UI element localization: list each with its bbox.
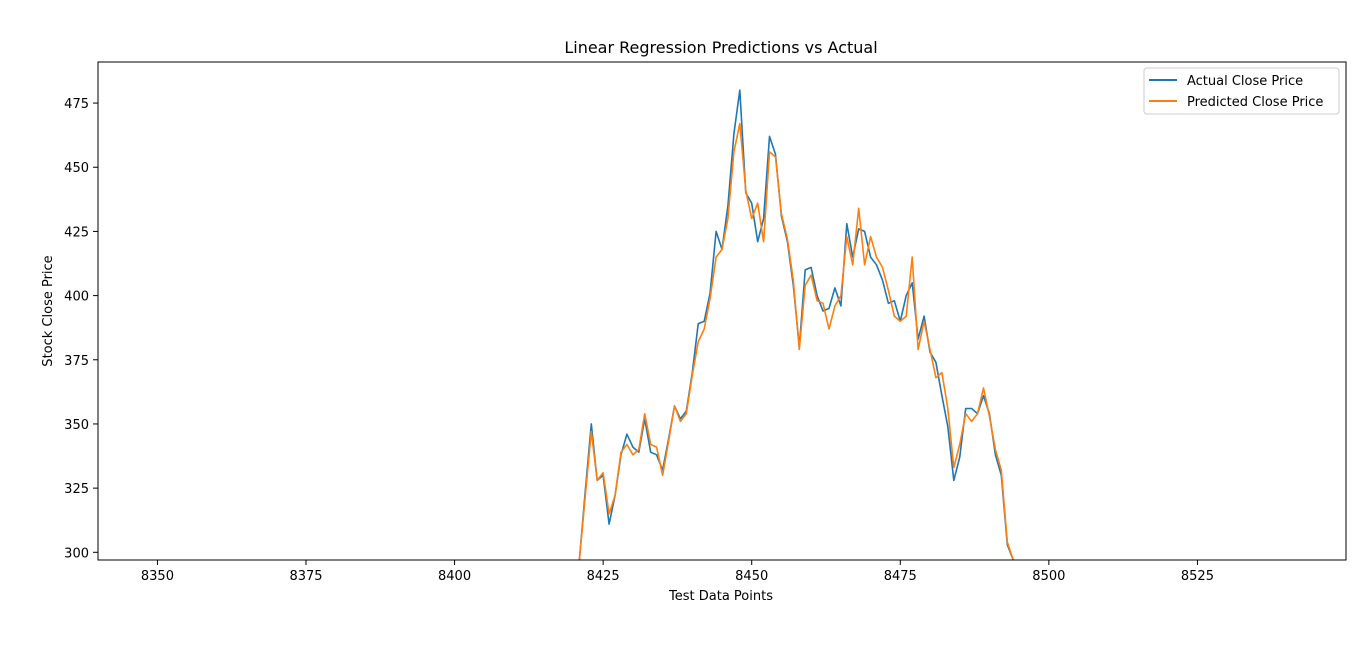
x-tick-label: 8475 bbox=[884, 569, 917, 584]
x-tick-label: 8450 bbox=[735, 569, 768, 584]
legend-label-predicted: Predicted Close Price bbox=[1187, 95, 1323, 110]
x-tick-label: 8425 bbox=[587, 569, 620, 584]
plot-frame bbox=[97, 61, 1347, 561]
y-tick-label: 400 bbox=[64, 290, 89, 305]
legend-box bbox=[1143, 67, 1340, 115]
y-axis-label: Stock Close Price bbox=[41, 255, 56, 366]
y-axis-ticks: 300 325 350 375 400 425 450 475 bbox=[64, 97, 98, 561]
x-axis-label: Test Data Points bbox=[668, 589, 773, 604]
y-tick-label: 325 bbox=[64, 482, 89, 497]
y-tick-label: 450 bbox=[64, 161, 89, 176]
legend: Actual Close Price Predicted Close Price bbox=[1143, 67, 1340, 115]
chart-title: Linear Regression Predictions vs Actual bbox=[564, 38, 877, 57]
legend-label-actual: Actual Close Price bbox=[1187, 74, 1303, 89]
y-tick-label: 475 bbox=[64, 97, 89, 112]
series-layer bbox=[578, 89, 1015, 560]
x-axis-ticks: 8350 8375 8400 8425 8450 8475 8500 8525 bbox=[141, 560, 1214, 584]
x-tick-label: 8400 bbox=[438, 569, 471, 584]
x-tick-label: 8525 bbox=[1181, 569, 1214, 584]
x-tick-label: 8500 bbox=[1032, 569, 1065, 584]
y-tick-label: 375 bbox=[64, 354, 89, 369]
y-tick-label: 300 bbox=[64, 546, 89, 561]
x-tick-label: 8375 bbox=[289, 569, 322, 584]
y-tick-label: 350 bbox=[64, 418, 89, 433]
x-tick-label: 8350 bbox=[141, 569, 174, 584]
series-line-predicted bbox=[578, 122, 1015, 560]
y-tick-label: 425 bbox=[64, 225, 89, 240]
